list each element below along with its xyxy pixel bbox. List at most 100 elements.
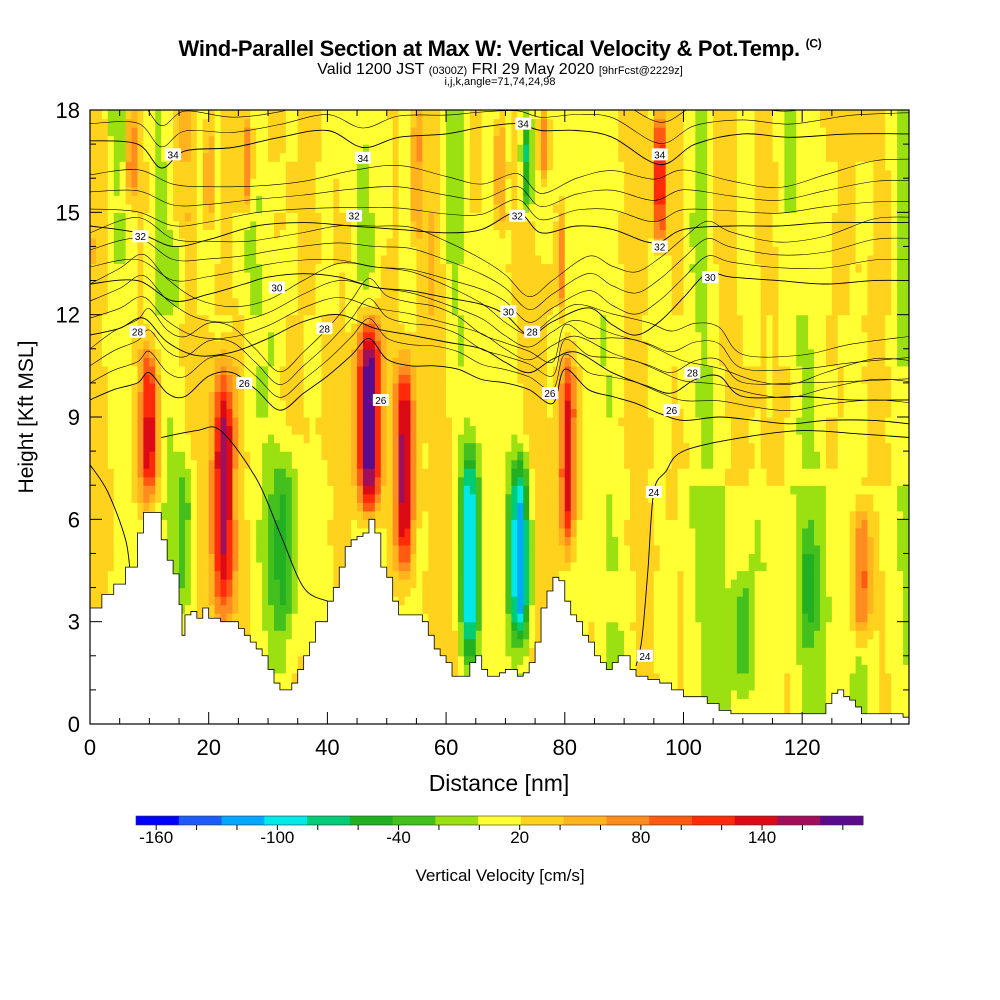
velocity-cell (440, 579, 447, 589)
velocity-cell (487, 536, 495, 546)
velocity-cell (196, 357, 204, 367)
velocity-cell (351, 459, 358, 469)
velocity-cell (357, 118, 364, 128)
velocity-cell (232, 596, 239, 606)
velocity-cell (161, 195, 168, 205)
velocity-cell (345, 468, 352, 478)
velocity-cell (90, 408, 97, 418)
velocity-cell (220, 212, 228, 222)
velocity-cell (368, 297, 376, 307)
velocity-cell (214, 579, 222, 589)
velocity-cell (434, 314, 441, 324)
velocity-cell (321, 459, 328, 469)
velocity-cell (493, 519, 501, 529)
velocity-cell (256, 246, 263, 256)
velocity-cell (386, 110, 394, 120)
velocity-cell (357, 195, 364, 205)
velocity-cell (386, 237, 394, 248)
velocity-cell (250, 144, 257, 154)
velocity-cell (499, 553, 507, 563)
velocity-cell (457, 570, 465, 580)
velocity-cell (226, 340, 234, 350)
velocity-cell (262, 604, 269, 614)
velocity-cell (125, 220, 133, 230)
velocity-cell (155, 476, 162, 486)
velocity-cell (173, 527, 180, 537)
velocity-cell (475, 442, 483, 452)
velocity-cell (315, 237, 323, 248)
velocity-cell (137, 297, 145, 307)
velocity-cell (262, 442, 269, 452)
velocity-cell (250, 186, 257, 196)
velocity-cell (333, 451, 340, 461)
velocity-cell (487, 237, 495, 248)
velocity-cell (101, 570, 109, 580)
velocity-cell (131, 476, 139, 486)
velocity-cell (279, 587, 287, 597)
velocity-cell (321, 272, 328, 282)
velocity-cell (363, 374, 370, 384)
velocity-cell (214, 587, 222, 597)
velocity-cell (143, 186, 150, 196)
velocity-cell (196, 365, 204, 375)
velocity-cell (422, 510, 429, 520)
velocity-cell (363, 127, 370, 137)
velocity-cell (291, 417, 299, 427)
velocity-cell (226, 297, 234, 307)
velocity-cell (119, 391, 127, 401)
velocity-cell (256, 553, 263, 563)
velocity-cell (446, 417, 453, 427)
velocity-cell (487, 442, 495, 452)
velocity-cell (463, 664, 471, 674)
velocity-cell (167, 110, 174, 120)
velocity-cell (214, 314, 222, 324)
velocity-cell (238, 314, 245, 324)
velocity-cell (291, 544, 299, 555)
velocity-cell (161, 527, 168, 537)
velocity-cell (404, 553, 412, 563)
velocity-cell (351, 519, 358, 529)
velocity-cell (208, 459, 216, 469)
velocity-cell (380, 561, 388, 572)
velocity-cell (95, 442, 103, 452)
velocity-cell (107, 561, 115, 572)
velocity-cell (131, 220, 139, 230)
velocity-cell (285, 647, 293, 657)
velocity-cell (184, 289, 192, 299)
velocity-cell (422, 306, 429, 316)
velocity-cell (493, 570, 501, 580)
velocity-cell (190, 169, 198, 179)
velocity-cell (416, 314, 423, 324)
velocity-cell (297, 382, 305, 393)
velocity-cell (101, 425, 109, 435)
velocity-cell (410, 374, 418, 384)
velocity-cell (434, 246, 441, 256)
velocity-cell (416, 323, 423, 333)
velocity-cell (469, 493, 477, 503)
velocity-cell (273, 672, 281, 682)
velocity-cell (238, 229, 245, 239)
velocity-cell (279, 451, 287, 461)
velocity-cell (416, 263, 423, 273)
velocity-cell (273, 357, 281, 367)
velocity-cell (262, 621, 269, 631)
velocity-cell (125, 212, 133, 222)
velocity-cell (309, 374, 317, 384)
velocity-cell (386, 169, 394, 179)
velocity-cell (309, 280, 317, 290)
velocity-cell (190, 118, 198, 128)
velocity-cell (268, 485, 275, 495)
velocity-cell (416, 382, 423, 393)
velocity-cell (404, 434, 412, 444)
velocity-cell (452, 391, 459, 401)
velocity-cell (315, 161, 323, 171)
velocity-cell (380, 127, 388, 137)
velocity-cell (137, 493, 145, 503)
velocity-cell (452, 161, 459, 171)
velocity-cell (256, 365, 263, 375)
velocity-cell (220, 468, 228, 478)
velocity-cell (95, 178, 103, 188)
velocity-cell (475, 331, 483, 341)
velocity-cell (315, 263, 323, 273)
velocity-cell (214, 118, 222, 128)
